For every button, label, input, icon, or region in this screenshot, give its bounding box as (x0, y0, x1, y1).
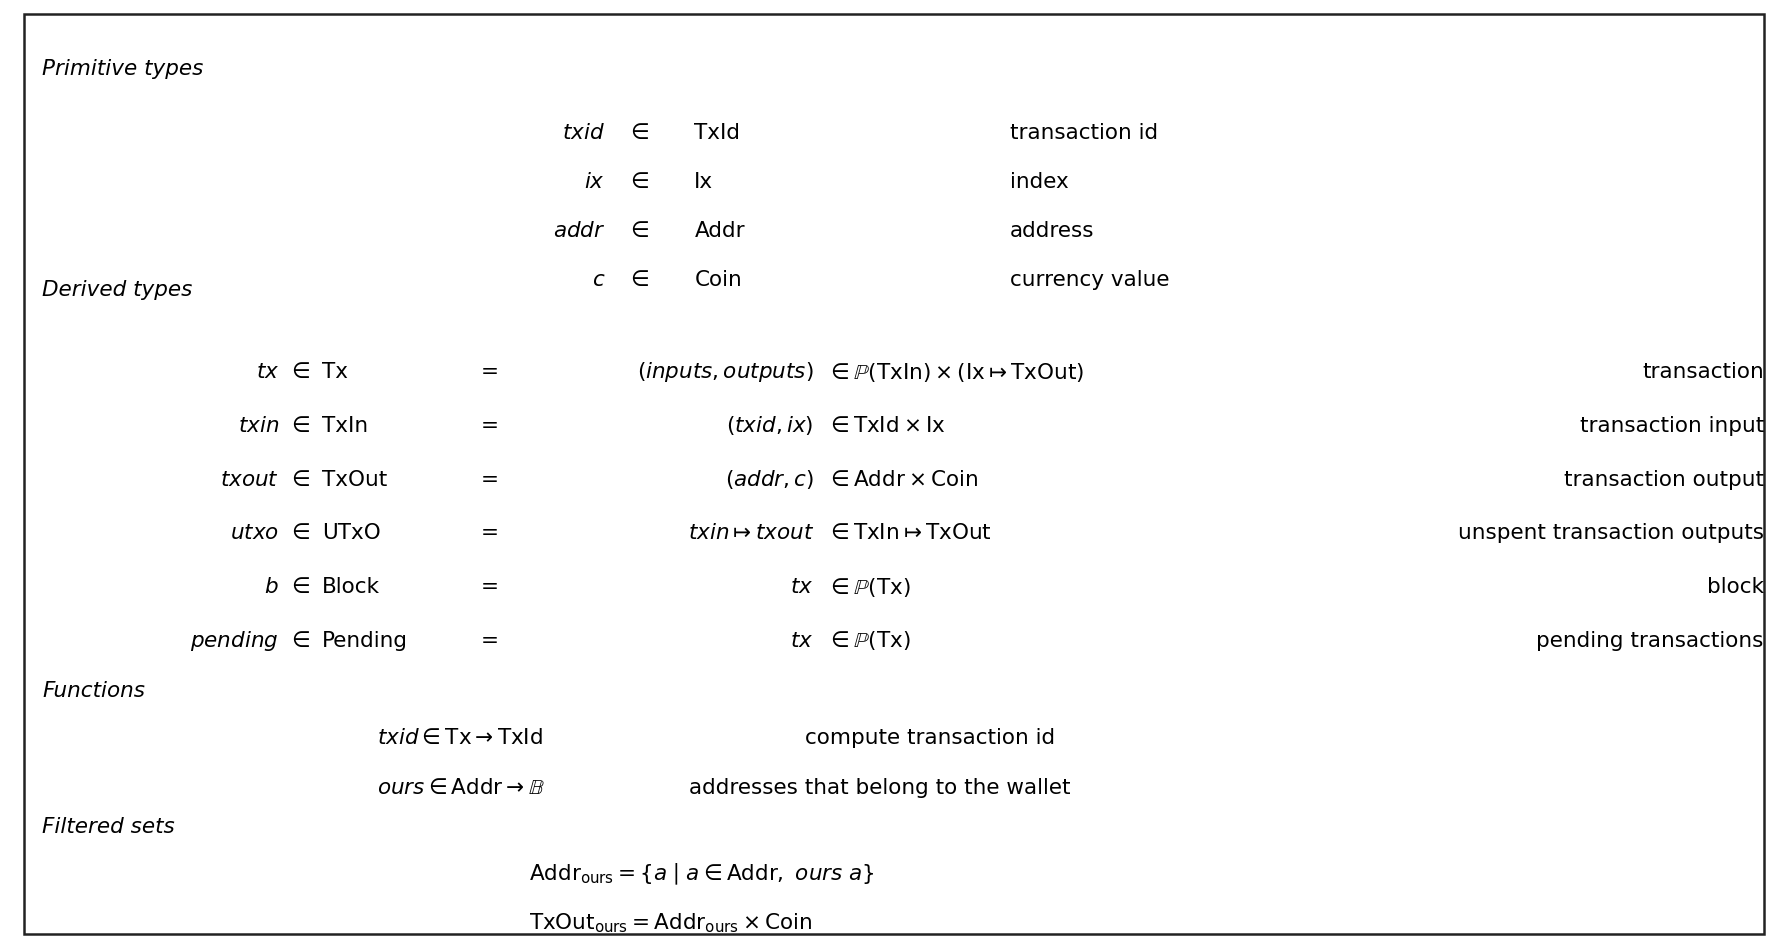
Text: $utxo$: $utxo$ (231, 523, 279, 543)
Text: =: = (481, 630, 499, 651)
Text: Tx: Tx (322, 362, 349, 382)
Text: TxIn: TxIn (322, 416, 368, 436)
Text: Pending: Pending (322, 630, 408, 651)
Text: $txid$: $txid$ (563, 123, 606, 143)
Text: =: = (481, 416, 499, 436)
Text: $txin \mapsto txout$: $txin \mapsto txout$ (688, 523, 814, 543)
Text: $ix$: $ix$ (585, 172, 606, 191)
Text: $txid \in \mathrm{Tx} \to \mathrm{TxId}$: $txid \in \mathrm{Tx} \to \mathrm{TxId}$ (377, 728, 544, 748)
Text: =: = (481, 577, 499, 597)
Text: $\in \mathbb{P}(\mathrm{Tx})$: $\in \mathbb{P}(\mathrm{Tx})$ (826, 575, 910, 598)
Text: TxOut: TxOut (322, 469, 386, 490)
Text: =: = (481, 523, 499, 543)
Text: $\in \mathbb{P}(\mathrm{TxIn}) \times (\mathrm{Ix} \mapsto \mathrm{TxOut})$: $\in \mathbb{P}(\mathrm{TxIn}) \times (\… (826, 361, 1084, 384)
Text: currency value: currency value (1010, 270, 1169, 290)
Text: $\in \mathrm{TxId} \times \mathrm{Ix}$: $\in \mathrm{TxId} \times \mathrm{Ix}$ (826, 416, 946, 436)
FancyBboxPatch shape (25, 14, 1763, 934)
Text: compute transaction id: compute transaction id (805, 728, 1055, 748)
Text: index: index (1010, 172, 1069, 191)
Text: address: address (1010, 221, 1094, 241)
Text: Ix: Ix (694, 172, 713, 191)
Text: ∈: ∈ (291, 630, 311, 651)
Text: Primitive types: Primitive types (41, 59, 204, 79)
Text: $tx$: $tx$ (790, 577, 814, 597)
Text: block: block (1708, 577, 1763, 597)
Text: pending transactions: pending transactions (1536, 630, 1763, 651)
Text: $txin$: $txin$ (238, 416, 279, 436)
Text: $\in \mathbb{P}(\mathrm{Tx})$: $\in \mathbb{P}(\mathrm{Tx})$ (826, 629, 910, 652)
Text: $c$: $c$ (592, 270, 606, 290)
Text: ∈: ∈ (291, 523, 311, 543)
Text: $(txid, ix)$: $(txid, ix)$ (726, 414, 814, 437)
Text: transaction: transaction (1641, 362, 1763, 382)
Text: $b$: $b$ (265, 577, 279, 597)
Text: ∈: ∈ (291, 362, 311, 382)
Text: =: = (481, 362, 499, 382)
Text: UTxO: UTxO (322, 523, 381, 543)
Text: ∈: ∈ (629, 270, 649, 290)
Text: $tx$: $tx$ (790, 630, 814, 651)
Text: transaction output: transaction output (1564, 469, 1763, 490)
Text: $tx$: $tx$ (256, 362, 279, 382)
Text: unspent transaction outputs: unspent transaction outputs (1457, 523, 1763, 543)
Text: ∈: ∈ (629, 172, 649, 191)
Text: ∈: ∈ (629, 221, 649, 241)
Text: Block: Block (322, 577, 379, 597)
Text: Addr: Addr (694, 221, 746, 241)
Text: TxId: TxId (694, 123, 740, 143)
Text: Coin: Coin (694, 270, 742, 290)
Text: $\mathrm{TxOut}_{\mathrm{ours}} = \mathrm{Addr}_{\mathrm{ours}} \times \mathrm{C: $\mathrm{TxOut}_{\mathrm{ours}} = \mathr… (529, 912, 812, 936)
Text: ∈: ∈ (291, 577, 311, 597)
Text: $(inputs, outputs)$: $(inputs, outputs)$ (637, 360, 814, 384)
Text: ∈: ∈ (291, 469, 311, 490)
Text: $(addr, c)$: $(addr, c)$ (724, 468, 814, 491)
Text: $ours \in \mathrm{Addr} \to \mathbb{B}$: $ours \in \mathrm{Addr} \to \mathbb{B}$ (377, 777, 545, 798)
Text: transaction input: transaction input (1579, 416, 1763, 436)
Text: =: = (481, 469, 499, 490)
Text: $addr$: $addr$ (552, 221, 606, 241)
Text: ∈: ∈ (629, 123, 649, 143)
Text: transaction id: transaction id (1010, 123, 1159, 143)
Text: $\in \mathrm{Addr} \times \mathrm{Coin}$: $\in \mathrm{Addr} \times \mathrm{Coin}$ (826, 469, 978, 490)
Text: $pending$: $pending$ (191, 629, 279, 653)
Text: Filtered sets: Filtered sets (41, 817, 175, 837)
Text: $\in \mathrm{TxIn} \mapsto \mathrm{TxOut}$: $\in \mathrm{TxIn} \mapsto \mathrm{TxOut… (826, 523, 992, 543)
Text: ∈: ∈ (291, 416, 311, 436)
Text: Functions: Functions (41, 681, 145, 701)
Text: addresses that belong to the wallet: addresses that belong to the wallet (688, 777, 1071, 798)
Text: $txout$: $txout$ (220, 469, 279, 490)
Text: Derived types: Derived types (41, 281, 193, 301)
Text: $\mathrm{Addr}_{\mathrm{ours}} = \{a \mid a \in \mathrm{Addr},\ ours\ a\}$: $\mathrm{Addr}_{\mathrm{ours}} = \{a \mi… (529, 862, 874, 887)
